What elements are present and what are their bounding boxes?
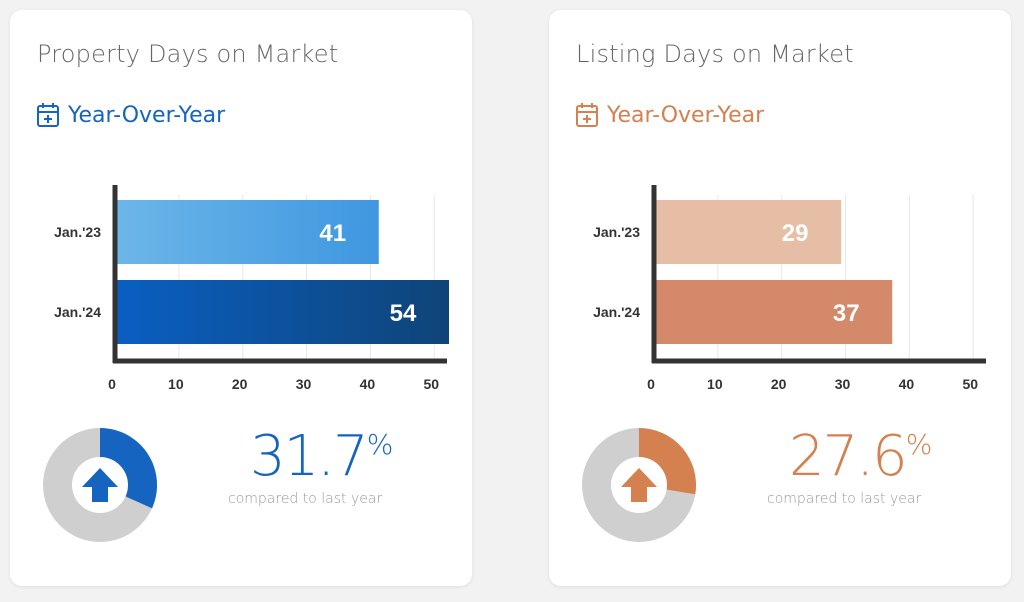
property-days-card: Property Days on Market Year-Over-Year 4… [10,10,472,586]
arrow-up-icon [621,468,657,502]
percent-sign: % [905,428,933,461]
tick-label: 20 [771,376,787,392]
subtitle-label: Year-Over-Year [607,102,765,128]
days-on-market-bar-chart: 41 Jan.'23 54 Jan.'24 0 10 20 30 40 50 [54,185,449,392]
tick-label: 30 [835,376,851,392]
change-value: 27.6 [789,424,908,489]
change-donut [43,428,157,542]
category-label: Jan.'24 [593,304,640,320]
tick-label: 30 [296,376,312,392]
tick-label: 40 [899,376,915,392]
subtitle-label: Year-Over-Year [68,102,226,128]
subtitle: Year-Over-Year [36,102,225,128]
card-title: Property Days on Market [37,40,339,68]
category-label: Jan.'24 [54,304,101,320]
calendar-plus-icon [37,103,59,127]
tick-label: 40 [360,376,376,392]
bar-value-label: 54 [390,300,417,327]
bar [117,200,379,264]
arrow-up-icon [82,468,118,502]
change-value: 31.7 [250,424,369,489]
category-label: Jan.'23 [593,224,640,240]
tick-label: 0 [108,376,116,392]
tick-label: 0 [647,376,655,392]
category-label: Jan.'23 [54,224,101,240]
bar [117,280,449,344]
change-donut [582,428,696,542]
change-caption: compared to last year [767,491,922,507]
listing-days-card: Listing Days on Market Year-Over-Year 29… [549,10,1011,586]
days-on-market-bar-chart: 29 Jan.'23 37 Jan.'24 0 10 20 30 40 50 [593,185,986,392]
tick-label: 50 [423,376,439,392]
bar [656,280,893,344]
tick-label: 50 [962,376,978,392]
change-percent: 27.6% [789,424,932,489]
bar [656,200,842,264]
tick-label: 20 [232,376,248,392]
tick-label: 10 [707,376,723,392]
percent-sign: % [366,428,394,461]
change-percent: 31.7% [250,424,393,489]
bar-value-label: 41 [319,220,346,247]
change-caption: compared to last year [228,491,383,507]
bar-value-label: 29 [782,220,809,247]
card-title: Listing Days on Market [576,40,854,68]
calendar-plus-icon [576,103,598,127]
subtitle: Year-Over-Year [575,102,764,128]
tick-label: 10 [168,376,184,392]
bar-value-label: 37 [833,300,860,327]
